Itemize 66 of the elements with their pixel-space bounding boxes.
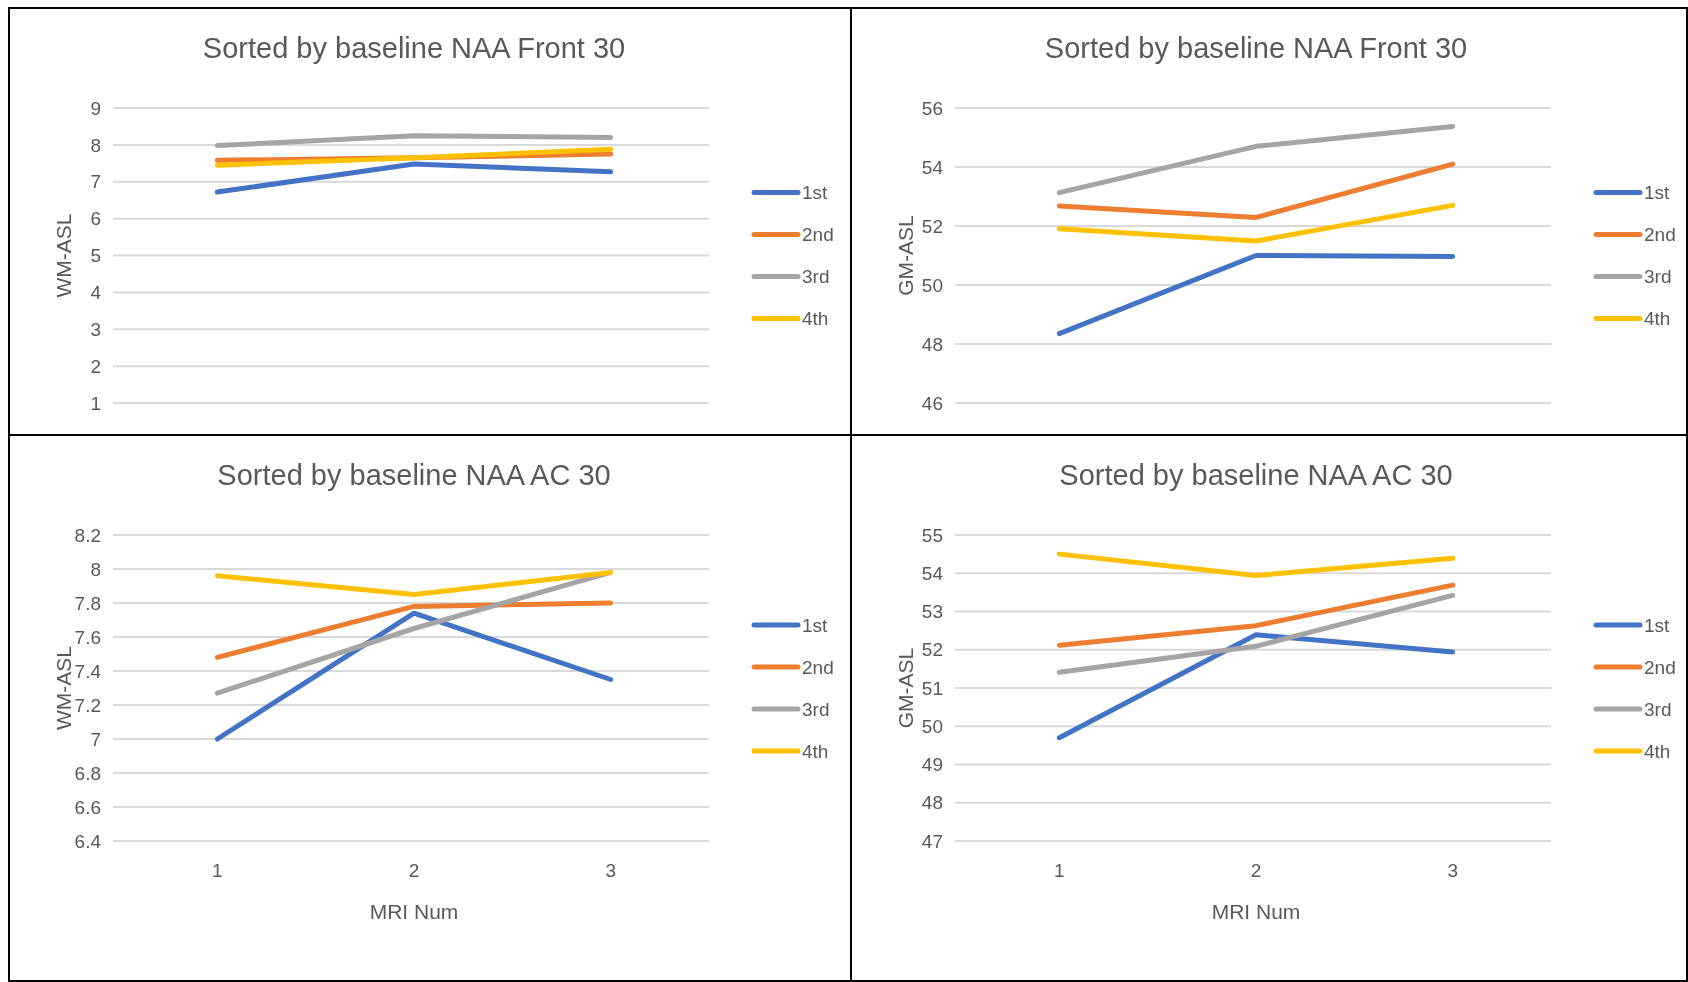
y-tick-label: 50	[921, 274, 943, 296]
y-tick-label: 7	[90, 728, 101, 750]
y-tick-label: 9	[90, 97, 101, 119]
chart-title: Sorted by baseline NAA Front 30	[202, 32, 626, 64]
legend-label: 4th	[802, 740, 829, 762]
y-tick-label: 3	[90, 318, 101, 340]
y-axis-title: WM-ASL	[52, 646, 75, 730]
y-tick-label: 53	[921, 601, 943, 623]
x-axis-title: MRI Num	[369, 900, 459, 923]
legend-label: 2nd	[802, 224, 834, 246]
y-tick-label: 46	[921, 392, 943, 414]
y-axis-title: GM-ASL	[894, 647, 917, 729]
y-tick-label: 55	[921, 524, 943, 546]
y-tick-label: 47	[921, 830, 943, 852]
x-tick-label: 3	[1447, 860, 1458, 881]
y-tick-label: 52	[921, 639, 943, 661]
chart-title: Sorted by baseline NAA Front 30	[1044, 32, 1468, 64]
x-tick-label: 3	[605, 860, 616, 881]
y-tick-label: 56	[921, 97, 943, 119]
y-tick-label: 7	[90, 171, 101, 193]
y-axis-title: WM-ASL	[52, 213, 75, 298]
x-axis-title: MRI Num	[1211, 900, 1301, 923]
legend-label: 3rd	[802, 698, 830, 720]
y-tick-label: 6.8	[74, 762, 101, 784]
y-tick-label: 54	[921, 562, 944, 584]
y-tick-label: 49	[921, 754, 943, 776]
legend-label: 4th	[1644, 308, 1671, 330]
y-tick-label: 51	[921, 677, 943, 699]
legend-label: 2nd	[1644, 656, 1676, 678]
y-tick-label: 4	[90, 282, 102, 304]
y-tick-label: 8.2	[74, 524, 101, 546]
y-tick-label: 48	[921, 333, 943, 355]
y-tick-label: 7.4	[74, 660, 102, 682]
y-tick-label: 54	[921, 156, 944, 178]
y-tick-label: 2	[90, 355, 101, 377]
legend-label: 4th	[1644, 740, 1671, 762]
legend-label: 1st	[1644, 614, 1671, 636]
legend-label: 1st	[802, 614, 829, 636]
legend-label: 1st	[802, 182, 829, 204]
legend-label: 4th	[802, 308, 829, 330]
y-tick-label: 7.2	[74, 694, 101, 716]
legend-label: 3rd	[1644, 266, 1672, 288]
y-tick-label: 7.8	[74, 592, 101, 614]
y-tick-label: 52	[921, 215, 943, 237]
x-tick-label: 2	[1250, 860, 1262, 881]
y-tick-label: 50	[921, 715, 943, 737]
y-tick-label: 48	[921, 792, 943, 814]
y-tick-label: 8	[90, 558, 101, 580]
legend-label: 3rd	[802, 266, 830, 288]
legend-label: 2nd	[802, 656, 834, 678]
x-tick-label: 1	[1054, 860, 1065, 881]
chart-title: Sorted by baseline NAA AC 30	[217, 459, 611, 491]
y-tick-label: 5	[90, 245, 101, 267]
y-axis-title: GM-ASL	[894, 215, 917, 296]
y-tick-label: 7.6	[74, 626, 101, 648]
y-tick-label: 1	[90, 392, 101, 414]
legend-label: 1st	[1644, 182, 1671, 204]
chart-title: Sorted by baseline NAA AC 30	[1059, 459, 1453, 491]
y-tick-label: 6	[90, 208, 101, 230]
y-tick-label: 6.4	[74, 830, 102, 852]
y-tick-label: 8	[90, 134, 101, 156]
y-tick-label: 6.6	[74, 796, 101, 818]
legend-label: 3rd	[1644, 698, 1672, 720]
legend-label: 2nd	[1644, 224, 1676, 246]
x-tick-label: 2	[408, 860, 420, 881]
x-tick-label: 1	[212, 860, 223, 881]
